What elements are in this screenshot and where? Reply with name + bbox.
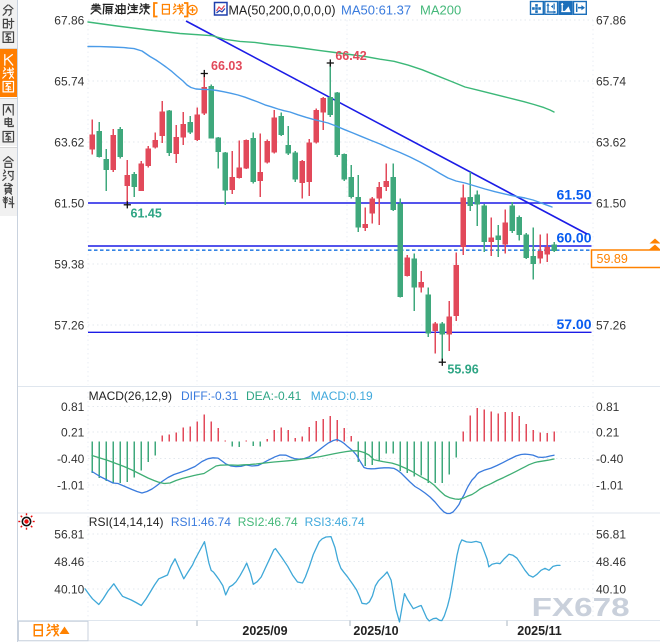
svg-text:61.50: 61.50 — [596, 196, 626, 210]
svg-text:RSI(14,14,14): RSI(14,14,14) — [89, 515, 164, 529]
svg-text:-1.01: -1.01 — [57, 479, 85, 493]
svg-text:65.74: 65.74 — [596, 74, 626, 88]
svg-text:66.42: 66.42 — [335, 49, 366, 63]
svg-text:MA50:61.37: MA50:61.37 — [341, 3, 411, 18]
svg-text:MA200: MA200 — [420, 3, 461, 18]
svg-text:0.21: 0.21 — [61, 425, 85, 439]
svg-text:57.00: 57.00 — [556, 316, 591, 332]
svg-text:67.86: 67.86 — [54, 13, 84, 27]
svg-text:MACD:0.19: MACD:0.19 — [311, 389, 373, 403]
svg-text:0.81: 0.81 — [596, 400, 620, 414]
svg-text:56.81: 56.81 — [54, 527, 84, 541]
svg-text:FX678: FX678 — [532, 592, 630, 622]
svg-text:61.50: 61.50 — [556, 187, 591, 203]
svg-text:40.10: 40.10 — [54, 582, 84, 596]
svg-text:2025/11: 2025/11 — [517, 624, 562, 638]
svg-text:60.00: 60.00 — [556, 230, 591, 246]
svg-text:66.03: 66.03 — [211, 59, 242, 73]
svg-text:RSI1:46.74: RSI1:46.74 — [171, 515, 231, 529]
svg-text:61.45: 61.45 — [131, 207, 162, 221]
svg-text:40.10: 40.10 — [596, 582, 626, 596]
svg-text:48.46: 48.46 — [596, 555, 626, 569]
svg-text:0.21: 0.21 — [596, 425, 620, 439]
svg-text:55.96: 55.96 — [447, 363, 478, 377]
svg-text:DEA:-0.41: DEA:-0.41 — [246, 389, 302, 403]
svg-text:RSI3:46.74: RSI3:46.74 — [305, 515, 365, 529]
svg-text:61.50: 61.50 — [54, 196, 84, 210]
svg-text:DIFF:-0.31: DIFF:-0.31 — [181, 389, 239, 403]
svg-text:MACD(26,12,9): MACD(26,12,9) — [89, 389, 172, 403]
svg-text:59.38: 59.38 — [54, 257, 84, 271]
svg-text:56.81: 56.81 — [596, 527, 626, 541]
svg-text:67.86: 67.86 — [596, 13, 626, 27]
svg-text:59.89: 59.89 — [597, 252, 628, 266]
svg-text:57.26: 57.26 — [596, 318, 626, 332]
svg-text:-1.01: -1.01 — [596, 479, 624, 493]
svg-text:0.81: 0.81 — [61, 400, 85, 414]
svg-text:RSI2:46.74: RSI2:46.74 — [238, 515, 298, 529]
svg-text:-0.40: -0.40 — [57, 452, 85, 466]
svg-text:2025/10: 2025/10 — [353, 624, 398, 638]
svg-text:65.74: 65.74 — [54, 74, 84, 88]
svg-text:63.62: 63.62 — [54, 135, 84, 149]
svg-text:48.46: 48.46 — [54, 555, 84, 569]
svg-text:-0.40: -0.40 — [596, 452, 624, 466]
svg-text:63.62: 63.62 — [596, 135, 626, 149]
svg-text:2025/09: 2025/09 — [242, 624, 287, 638]
svg-text:57.26: 57.26 — [54, 318, 84, 332]
svg-text:MA(50,200,0,0,0,0): MA(50,200,0,0,0,0) — [229, 4, 336, 18]
